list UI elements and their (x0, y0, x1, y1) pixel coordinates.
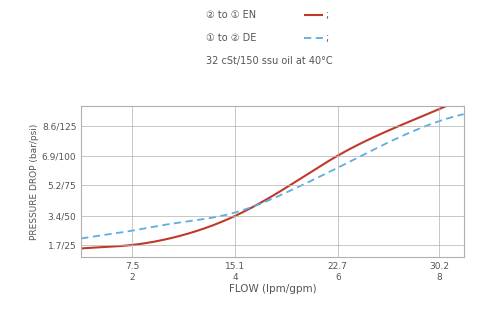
Text: ② to ① EN: ② to ① EN (206, 10, 259, 20)
Y-axis label: PRESSURE DROP (bar/psi): PRESSURE DROP (bar/psi) (30, 123, 39, 240)
Text: 32 cSt/150 ssu oil at 40°C: 32 cSt/150 ssu oil at 40°C (206, 56, 332, 66)
Text: ;: ; (325, 10, 328, 20)
Text: ① to ② DE: ① to ② DE (206, 33, 259, 43)
Text: ;: ; (325, 33, 328, 43)
X-axis label: FLOW (lpm/gpm): FLOW (lpm/gpm) (228, 284, 316, 294)
